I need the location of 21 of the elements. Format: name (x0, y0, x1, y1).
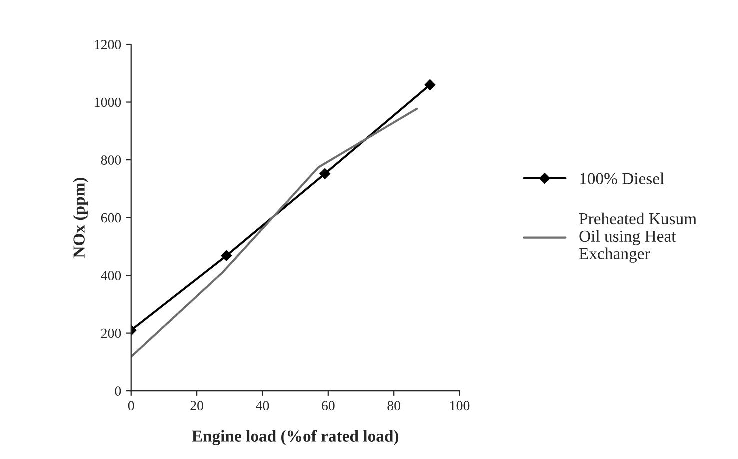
point (424, 80, 436, 90)
x-tick-label: 60 (322, 401, 335, 411)
x-tick-label: 80 (388, 401, 401, 411)
x-tick-label: 40 (256, 401, 270, 411)
x-tick-label: 20 (190, 401, 204, 411)
y-tick-label: 800 (101, 156, 122, 165)
point (320, 168, 331, 180)
x-tick-label: 100 (450, 401, 470, 411)
y-tick-label: 1000 (95, 98, 122, 108)
x-tick-label: 0 (128, 401, 134, 411)
point (221, 250, 232, 262)
line-series (131, 108, 418, 358)
x-axis-title: Engine load (%of rated load) (192, 430, 399, 446)
legend-label: 100% Diesel (580, 172, 664, 185)
y-tick-label: 400 (101, 271, 122, 281)
y-tick-label: 1200 (95, 40, 122, 50)
y-tick-label: 600 (101, 213, 122, 223)
y-tick-label: 200 (101, 328, 122, 338)
legend-label: Preheated Kusum Oil using Heat Exchanger (580, 212, 697, 263)
y-tick-label: 0 (115, 386, 122, 396)
y-axis-title: NOx (ppm) (73, 178, 88, 258)
